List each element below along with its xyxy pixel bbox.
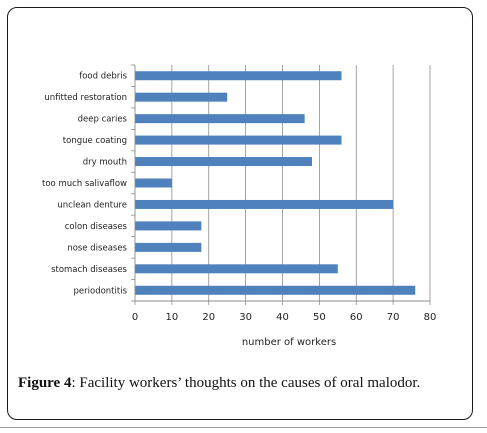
bar bbox=[135, 135, 342, 145]
category-label: periodontitis bbox=[74, 286, 128, 296]
axes bbox=[131, 64, 431, 305]
bar bbox=[135, 71, 342, 81]
category-label: unfitted restoration bbox=[44, 93, 127, 103]
category-label: too much salivaflow bbox=[42, 179, 127, 189]
bars bbox=[135, 71, 416, 295]
category-labels: food debris unfitted restoration deep cari… bbox=[42, 72, 128, 297]
x-axis-title: number of workers bbox=[242, 337, 336, 348]
category-label: nose diseases bbox=[67, 243, 127, 253]
bar bbox=[135, 92, 228, 102]
x-tick-label: 20 bbox=[202, 312, 215, 323]
bar bbox=[135, 114, 305, 124]
caption-label: Figure 4 bbox=[18, 375, 72, 391]
bar bbox=[135, 242, 202, 252]
category-label: unclean denture bbox=[57, 200, 127, 210]
category-label: stomach diseases bbox=[51, 265, 127, 275]
category-label: colon diseases bbox=[65, 222, 128, 232]
caption-text: : Facility workers’ thoughts on the caus… bbox=[71, 375, 421, 391]
bar bbox=[135, 157, 312, 167]
x-tick-label: 0 bbox=[132, 312, 138, 323]
bar bbox=[135, 178, 172, 188]
x-tick-label: 40 bbox=[276, 312, 289, 323]
category-label: deep caries bbox=[78, 115, 128, 125]
x-tick-label: 50 bbox=[313, 312, 326, 323]
bar bbox=[135, 285, 416, 295]
category-label: dry mouth bbox=[83, 158, 127, 168]
bar-chart: food debris unfitted restoration deep cari… bbox=[42, 64, 437, 348]
category-label: tongue coating bbox=[63, 136, 127, 146]
page-divider bbox=[0, 427, 487, 428]
x-tick-labels: 0 10 20 30 40 50 60 70 80 bbox=[132, 312, 437, 323]
x-tick-label: 60 bbox=[350, 312, 363, 323]
bar bbox=[135, 221, 202, 231]
x-tick-label: 10 bbox=[166, 312, 179, 323]
gridlines bbox=[171, 65, 431, 301]
figure-caption: Figure 4: Facility workers’ thoughts on … bbox=[18, 375, 463, 392]
x-tick-label: 70 bbox=[387, 312, 400, 323]
bar bbox=[135, 199, 394, 209]
x-tick-label: 80 bbox=[424, 312, 437, 323]
x-tick-label: 30 bbox=[239, 312, 252, 323]
category-label: food debris bbox=[79, 72, 127, 82]
bar bbox=[135, 264, 338, 274]
